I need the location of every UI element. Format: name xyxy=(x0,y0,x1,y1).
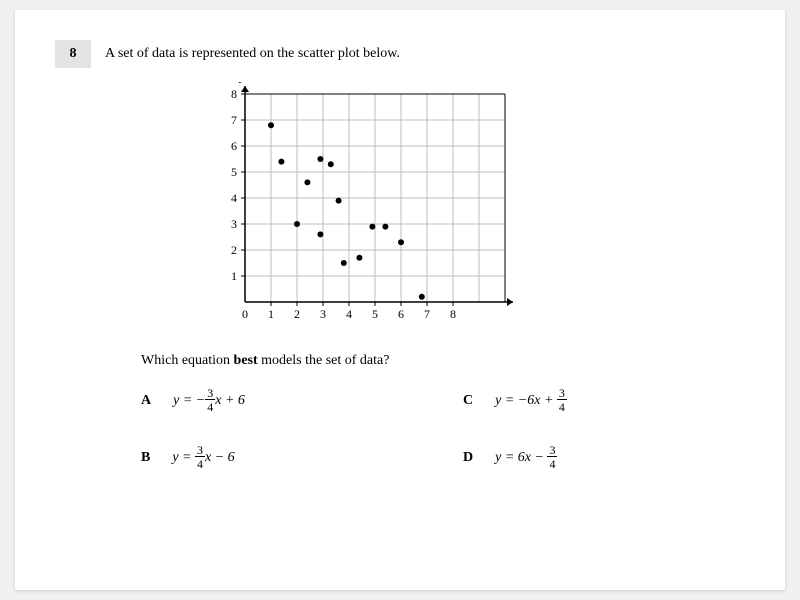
svg-text:7: 7 xyxy=(424,307,430,321)
choice-letter: D xyxy=(463,450,473,466)
svg-text:y: y xyxy=(238,82,247,84)
svg-text:6: 6 xyxy=(231,139,237,153)
sub-question: Which equation best models the set of da… xyxy=(141,353,745,369)
question-header: 8 A set of data is represented on the sc… xyxy=(55,40,745,68)
svg-text:4: 4 xyxy=(231,191,237,205)
sub-q-post: models the set of data? xyxy=(258,353,390,368)
sub-q-bold: best xyxy=(234,353,258,368)
choice-c[interactable]: C y = −6x + 34 xyxy=(463,387,745,414)
svg-text:4: 4 xyxy=(346,307,352,321)
scatter-svg: 01234567812345678xy xyxy=(205,82,515,338)
svg-text:1: 1 xyxy=(231,269,237,283)
choice-letter: A xyxy=(141,393,151,409)
svg-text:2: 2 xyxy=(294,307,300,321)
svg-text:2: 2 xyxy=(231,243,237,257)
answer-choices: A y = −34x + 6 C y = −6x + 34 B y = 34x … xyxy=(141,387,745,472)
choice-equation: y = −6x + 34 xyxy=(495,387,567,414)
choice-equation: y = 6x − 34 xyxy=(495,444,557,471)
svg-text:7: 7 xyxy=(231,113,237,127)
svg-text:5: 5 xyxy=(372,307,378,321)
sub-q-pre: Which equation xyxy=(141,353,234,368)
question-number: 8 xyxy=(70,46,77,61)
choice-d[interactable]: D y = 6x − 34 xyxy=(463,444,745,471)
svg-text:3: 3 xyxy=(320,307,326,321)
question-text: A set of data is represented on the scat… xyxy=(105,40,400,62)
svg-text:5: 5 xyxy=(231,165,237,179)
svg-text:1: 1 xyxy=(268,307,274,321)
svg-text:6: 6 xyxy=(398,307,404,321)
choice-b[interactable]: B y = 34x − 6 xyxy=(141,444,423,471)
svg-text:8: 8 xyxy=(231,87,237,101)
svg-text:3: 3 xyxy=(231,217,237,231)
scatter-plot: 01234567812345678xy xyxy=(205,82,745,343)
page: 8 A set of data is represented on the sc… xyxy=(15,10,785,590)
svg-text:8: 8 xyxy=(450,307,456,321)
choice-equation: y = 34x − 6 xyxy=(172,444,234,471)
choice-a[interactable]: A y = −34x + 6 xyxy=(141,387,423,414)
choice-equation: y = −34x + 6 xyxy=(173,387,245,414)
svg-text:0: 0 xyxy=(242,307,248,321)
question-number-badge: 8 xyxy=(55,40,91,68)
choice-letter: B xyxy=(141,450,150,466)
choice-letter: C xyxy=(463,393,473,409)
